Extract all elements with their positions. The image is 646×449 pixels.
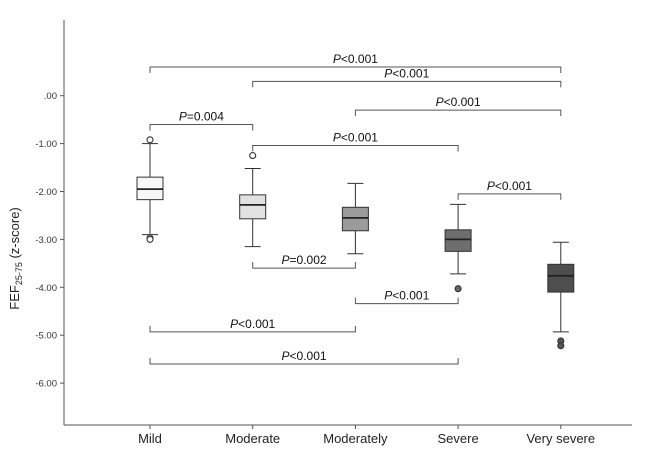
significance-bracket (354, 109, 562, 117)
outlier-point (557, 342, 565, 350)
p-value-label: P<0.001 (436, 95, 481, 109)
p-value-label: P<0.001 (333, 52, 378, 66)
outlier-point (146, 235, 154, 243)
y-tick-label: -5.00 (35, 331, 57, 342)
significance-bracket (149, 66, 562, 73)
p-value-label: P<0.001 (333, 131, 378, 145)
box-group-very-severe (547, 241, 575, 350)
outlier-point (454, 285, 462, 293)
box-iqr (547, 263, 575, 293)
y-tick-label: -6.00 (35, 379, 57, 390)
outlier-point (146, 136, 154, 144)
labels: .00 -1.00 -2.00 -3.00 -4.00 -5.00 -6.00 FEF25-7… (7, 52, 595, 449)
p-value-label: P=0.002 (282, 253, 327, 267)
box-iqr (239, 194, 267, 220)
y-tick-label: -2.00 (35, 187, 57, 198)
significance-bracket (354, 297, 459, 305)
significance-bracket (149, 357, 459, 365)
x-category-label: Moderate (225, 431, 280, 446)
y-tick-label: -1.00 (35, 139, 57, 150)
significance-bracket (252, 80, 562, 88)
box-group-mild (136, 136, 164, 243)
p-value-label: P<0.001 (487, 179, 532, 193)
box-iqr (341, 206, 369, 232)
significance-bracket (457, 193, 562, 200)
box-group-moderate (239, 152, 267, 248)
p-value-label: P<0.001 (230, 317, 275, 331)
x-category-label: Severe (437, 431, 478, 446)
significance-bracket (252, 262, 356, 269)
box-group-severe (444, 203, 472, 293)
boxes (136, 136, 575, 350)
x-category-label-line2: severe (336, 444, 375, 449)
significance-bracket (149, 123, 254, 131)
y-axis-label: FEF25-75 (z-score) (7, 207, 24, 309)
box-group-moderately-severe (341, 182, 369, 255)
y-tick-label: .00 (44, 91, 57, 102)
box-iqr (444, 229, 472, 252)
axes (60, 20, 632, 429)
x-category-label: Mild (138, 431, 162, 446)
significance-bracket (252, 145, 459, 152)
p-value-label: P<0.001 (384, 66, 429, 80)
outlier-point (249, 152, 257, 160)
p-value-label: P=0.004 (179, 109, 224, 123)
y-tick-label: -4.00 (35, 283, 57, 294)
x-category-label: Moderately (323, 431, 388, 446)
p-value-label: P<0.001 (384, 289, 429, 303)
significance-brackets (149, 66, 562, 365)
y-tick-label: -3.00 (35, 235, 57, 246)
x-category-label: Very severe (526, 431, 595, 446)
significance-bracket (149, 325, 356, 333)
p-value-label: P<0.001 (282, 349, 327, 363)
